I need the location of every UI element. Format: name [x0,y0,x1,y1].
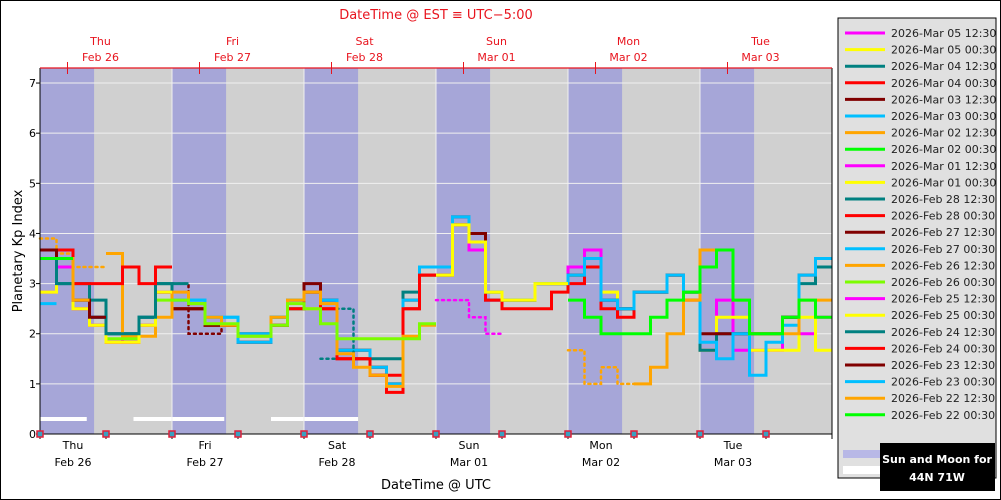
legend-label: 2026-Feb 25 12:30 [891,293,995,306]
x-tick-label-date: Mar 02 [582,456,620,469]
legend-label: 2026-Mar 01 00:30 [891,176,996,189]
legend-label: 2026-Feb 23 00:30 [891,376,995,389]
x-tick-label-date: Feb 27 [187,456,224,469]
moon-bar [40,417,87,421]
legend-label: 2026-Feb 28 12:30 [891,193,995,206]
top-tick-label-date: Feb 26 [82,51,119,64]
legend-label: 2026-Mar 02 12:30 [891,127,996,140]
sun-moon-label-box [880,443,995,491]
series-line [40,248,172,286]
top-tick-label-date: Mar 03 [741,51,779,64]
y-tick-label: 2 [29,328,36,341]
legend-label: 2026-Mar 04 00:30 [891,77,996,90]
legend-label: 2026-Feb 25 00:30 [891,309,995,322]
x-axis-label: DateTime @ UTC [381,478,491,493]
legend-label: 2026-Feb 24 00:30 [891,342,995,355]
event-marker [102,430,110,438]
event-marker [762,430,770,438]
x-tick-label-date: Feb 28 [319,456,356,469]
top-tick-label-date: Mar 02 [609,51,647,64]
event-marker [168,430,176,438]
legend-label: 2026-Feb 22 00:30 [891,409,995,422]
legend-label: 2026-Mar 03 12:30 [891,93,996,106]
sun-moon-location: 44N 71W [909,471,965,484]
y-tick-label: 1 [29,378,36,391]
legend-label: 2026-Mar 02 00:30 [891,143,996,156]
event-marker [696,430,704,438]
series-line [436,223,568,302]
legend-label: 2026-Feb 28 00:30 [891,210,995,223]
legend-label: 2026-Feb 26 12:30 [891,259,995,272]
y-axis-label: Planetary Kp Index [11,189,26,312]
legend-label: 2026-Feb 23 12:30 [891,359,995,372]
y-tick-label: 0 [29,428,36,441]
y-tick-label: 7 [29,77,36,90]
top-tick-label-day: Thu [89,35,111,48]
night-band [172,68,227,434]
legend-label: 2026-Mar 03 00:30 [891,110,996,123]
top-tick-label-day: Sun [486,35,507,48]
top-tick-label-day: Fri [226,35,239,48]
y-tick-label: 3 [29,278,36,291]
night-band [304,68,359,434]
sun-moon-title: Sun and Moon for [882,453,992,466]
y-tick-label: 6 [29,127,36,140]
event-marker [36,430,44,438]
x-tick-label-date: Mar 01 [450,456,488,469]
event-marker [300,430,308,438]
legend-label: 2026-Feb 27 12:30 [891,226,995,239]
moon-bar [271,417,359,421]
x-tick-label-day: Mon [589,439,612,452]
legend-label: 2026-Feb 22 12:30 [891,392,995,405]
legend-label: 2026-Mar 04 12:30 [891,60,996,73]
x-tick-label-date: Mar 03 [714,456,752,469]
legend-label: 2026-Mar 05 00:30 [891,44,996,57]
top-tick-label-day: Sat [355,35,374,48]
series-dotted-line [566,349,636,386]
event-marker [498,430,506,438]
legend-label: 2026-Feb 24 12:30 [891,326,995,339]
legend-label: 2026-Mar 01 12:30 [891,160,996,173]
top-tick-label-day: Mon [617,35,640,48]
y-tick-label: 5 [29,177,36,190]
night-legend-swatch [843,450,883,458]
moon-bar [133,417,225,421]
x-tick-label-day: Tue [723,439,743,452]
legend-label: 2026-Feb 27 00:30 [891,243,995,256]
series-line [568,248,832,336]
x-tick-label-day: Thu [62,439,84,452]
top-axis-title: DateTime @ EST ≡ UTC−5:00 [339,8,533,23]
x-tick-label-day: Fri [198,439,211,452]
x-tick-label-day: Sun [459,439,480,452]
x-tick-label-date: Feb 26 [55,456,92,469]
event-marker [432,430,440,438]
series-line [40,248,189,336]
event-marker [564,430,572,438]
moon-legend-swatch [843,466,883,474]
legend-label: 2026-Mar 05 12:30 [891,27,996,40]
y-tick-label: 4 [29,227,36,240]
event-marker [234,430,242,438]
top-tick-label-day: Tue [750,35,770,48]
top-tick-label-date: Mar 01 [477,51,515,64]
series-dotted-line [434,298,504,335]
top-tick-label-date: Feb 27 [214,51,251,64]
top-tick-label-date: Feb 28 [346,51,383,64]
series-line [106,252,436,388]
event-marker [366,430,374,438]
x-tick-label-day: Sat [328,439,347,452]
event-marker [630,430,638,438]
legend-label: 2026-Feb 26 00:30 [891,276,995,289]
